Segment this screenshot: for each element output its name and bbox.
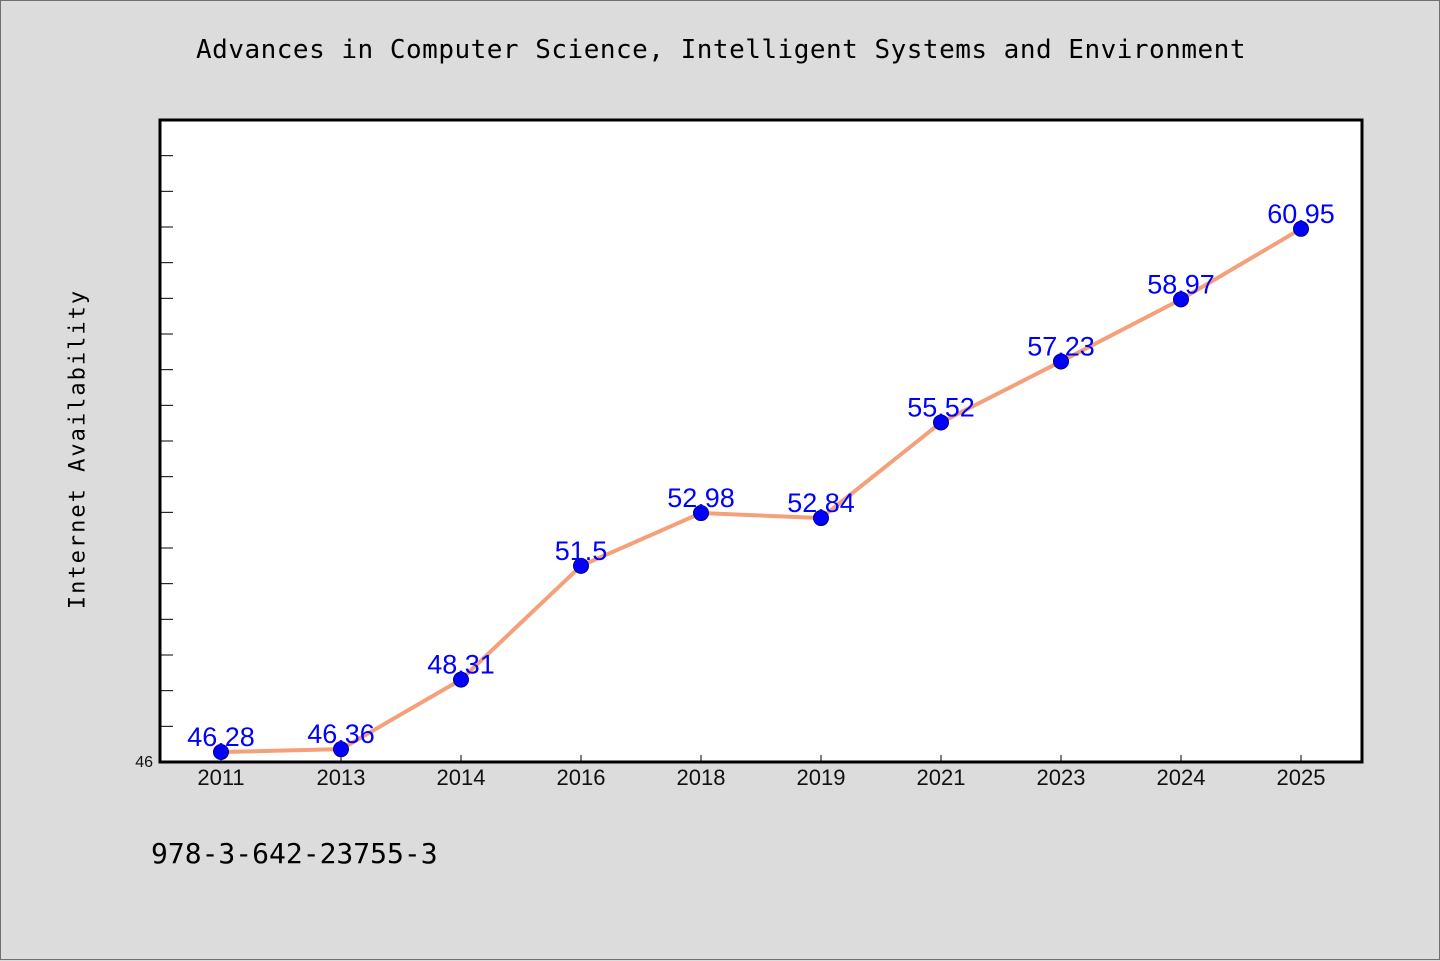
x-tick-label: 2025 [1277,765,1326,790]
x-tick-label: 2019 [797,765,846,790]
footer-isbn-text: 978-3-642-23755-3 [151,837,438,870]
x-tick-label: 2024 [1157,765,1206,790]
data-value-label: 57.23 [1027,331,1095,361]
x-tick-label: 2013 [317,765,366,790]
data-point-marker [933,414,949,431]
plot-area [158,118,1364,764]
x-tick-label: 2014 [437,765,486,790]
x-tick-label: 2021 [917,765,966,790]
data-value-label: 58.97 [1147,269,1215,299]
data-point-marker [693,505,709,522]
x-tick-label: 2018 [677,765,726,790]
data-point-marker [453,671,469,688]
series-markers [213,220,1309,761]
series-line [219,226,1303,755]
x-tick-label: 2016 [557,765,606,790]
data-value-label: 52.98 [667,483,735,513]
data-point-marker [813,510,829,527]
y-tick-label: 46 [135,754,153,771]
data-value-label: 48.31 [427,650,495,680]
data-point-marker [1173,291,1189,308]
data-value-label: 46.36 [307,719,375,749]
chart-title: Advances in Computer Science, Intelligen… [196,35,1246,65]
x-axis-ticks: 2011 2013 2014 2016 2018 2019 2021 2023 2024 2025 [197,755,1325,790]
x-tick-label: 2023 [1037,765,1086,790]
data-value-label: 60.95 [1267,199,1335,229]
data-labels: 46.28 46.36 48.31 51.5 52.98 52.84 55.52 57.23 5… [187,199,1335,752]
data-point-marker [213,744,229,761]
data-point-marker [1053,353,1069,370]
data-point-marker [333,741,349,758]
data-point-marker [573,557,589,574]
data-value-label: 55.52 [907,392,975,422]
data-point-marker [1293,220,1309,237]
data-value-label: 46.28 [187,722,255,752]
x-tick-label: 2011 [197,765,244,790]
y-axis-ticks: 46 [135,155,173,771]
data-value-label: 52.84 [787,488,855,518]
data-value-label: 51.5 [555,536,608,566]
